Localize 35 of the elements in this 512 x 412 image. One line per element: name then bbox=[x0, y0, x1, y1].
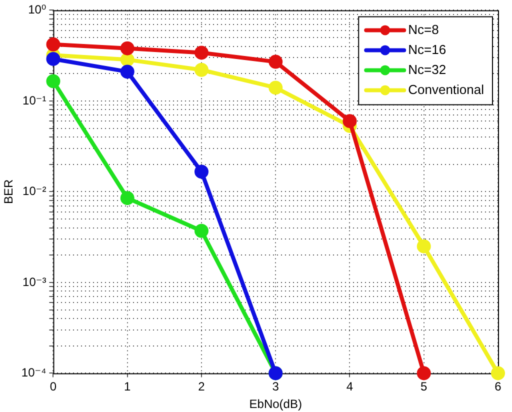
point bbox=[194, 224, 208, 238]
point bbox=[342, 114, 357, 128]
point bbox=[194, 62, 208, 77]
y-tick-label: 10⁻¹ bbox=[22, 93, 46, 108]
x-tick-label: 1 bbox=[124, 380, 132, 394]
y-axis-title: BER bbox=[2, 179, 16, 204]
point bbox=[46, 52, 60, 66]
point bbox=[120, 41, 134, 56]
point bbox=[491, 366, 505, 380]
x-tick-label: 2 bbox=[198, 380, 206, 394]
legend-label: Nc=8 bbox=[408, 22, 439, 37]
legend-label: Nc=32 bbox=[408, 62, 446, 77]
x-tick-label: 3 bbox=[272, 380, 280, 394]
point bbox=[194, 164, 208, 179]
point bbox=[120, 64, 134, 79]
point bbox=[120, 191, 134, 206]
x-tick-label: 0 bbox=[50, 380, 57, 394]
y-tick-label: 10⁻³ bbox=[22, 274, 46, 289]
y-tick-label: 10⁻² bbox=[22, 184, 46, 198]
point bbox=[268, 54, 283, 69]
point bbox=[268, 80, 283, 95]
point bbox=[46, 74, 60, 88]
x-tick-label: 4 bbox=[346, 380, 354, 394]
y-tick-label: 10⁻⁴ bbox=[21, 366, 46, 380]
legend-label: Conventional bbox=[408, 82, 484, 97]
point bbox=[416, 239, 431, 254]
x-tick-label: 6 bbox=[494, 380, 502, 394]
x-axis-title: EbNo(dB) bbox=[249, 397, 302, 412]
legend-label: Nc=16 bbox=[408, 42, 446, 57]
x-tick-label: 5 bbox=[420, 380, 428, 394]
y-tick-label: 10⁰ bbox=[28, 2, 46, 17]
point bbox=[194, 46, 208, 60]
point bbox=[120, 52, 134, 67]
point bbox=[416, 366, 431, 380]
point bbox=[46, 37, 60, 52]
